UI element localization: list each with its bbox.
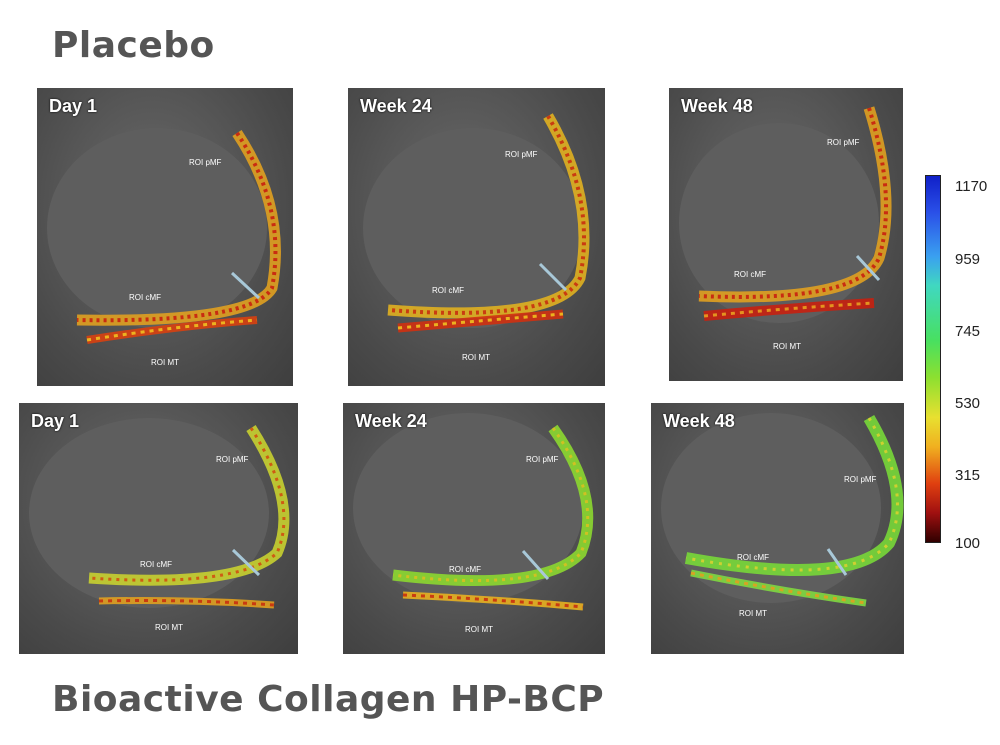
timepoint-label: Week 24 <box>360 96 432 116</box>
roi-pmf-label: ROI pMF <box>216 455 249 464</box>
mri-panel-hpbcp-day1: Day 1 ROI pMF ROI cMF ROI MT <box>19 403 298 654</box>
timepoint-label: Day 1 <box>49 96 98 116</box>
roi-cmf-label: ROI cMF <box>737 553 769 562</box>
cartilage-map <box>661 413 904 607</box>
roi-cmf-label: ROI cMF <box>449 565 481 574</box>
roi-cmf-label: ROI cMF <box>129 293 161 302</box>
cartilage-map <box>47 128 281 344</box>
roi-mt-label: ROI MT <box>739 609 767 618</box>
roi-pmf-label: ROI pMF <box>505 150 538 159</box>
cartilage-map <box>679 106 892 323</box>
scale-tick: 745 <box>955 323 981 340</box>
roi-pmf-label: ROI pMF <box>844 475 877 484</box>
timepoint-label: Day 1 <box>31 411 80 431</box>
scale-tick: 959 <box>955 251 981 268</box>
mri-panel-placebo-day1: Day 1 ROI pMF ROI cMF ROI MT <box>37 88 293 386</box>
roi-cmf-label: ROI cMF <box>734 270 766 279</box>
roi-pmf-label: ROI pMF <box>827 138 860 147</box>
roi-mt-label: ROI MT <box>462 353 490 362</box>
mri-panel-placebo-week24: Week 24 ROI pMF ROI cMF ROI MT <box>348 88 605 386</box>
mri-panel-placebo-week48: Week 48 ROI pMF ROI cMF ROI MT <box>669 88 903 381</box>
timepoint-label: Week 48 <box>681 96 753 116</box>
mri-panel-hpbcp-week24: Week 24 ROI pMF ROI cMF ROI MT <box>343 403 605 654</box>
cartilage-map <box>29 418 290 609</box>
color-scale-bar <box>925 175 941 543</box>
bioactive-collagen-title: Bioactive Collagen HP-BCP <box>52 679 605 720</box>
cartilage-map <box>353 413 594 611</box>
cartilage-map <box>363 113 590 333</box>
scale-tick: 1170 <box>955 178 988 195</box>
roi-pmf-label: ROI pMF <box>189 158 222 167</box>
roi-cmf-label: ROI cMF <box>432 286 464 295</box>
roi-mt-label: ROI MT <box>773 342 801 351</box>
scale-tick: 315 <box>955 467 981 484</box>
roi-mt-label: ROI MT <box>151 358 179 367</box>
roi-mt-label: ROI MT <box>155 623 183 632</box>
timepoint-label: Week 48 <box>663 411 735 431</box>
mri-panel-hpbcp-week48: Week 48 ROI pMF ROI cMF ROI MT <box>651 403 904 654</box>
scale-tick: 100 <box>955 535 981 552</box>
roi-mt-label: ROI MT <box>465 625 493 634</box>
roi-pmf-label: ROI pMF <box>526 455 559 464</box>
roi-cmf-label: ROI cMF <box>140 560 172 569</box>
placebo-title: Placebo <box>52 25 215 66</box>
timepoint-label: Week 24 <box>355 411 427 431</box>
scale-tick: 530 <box>955 395 981 412</box>
